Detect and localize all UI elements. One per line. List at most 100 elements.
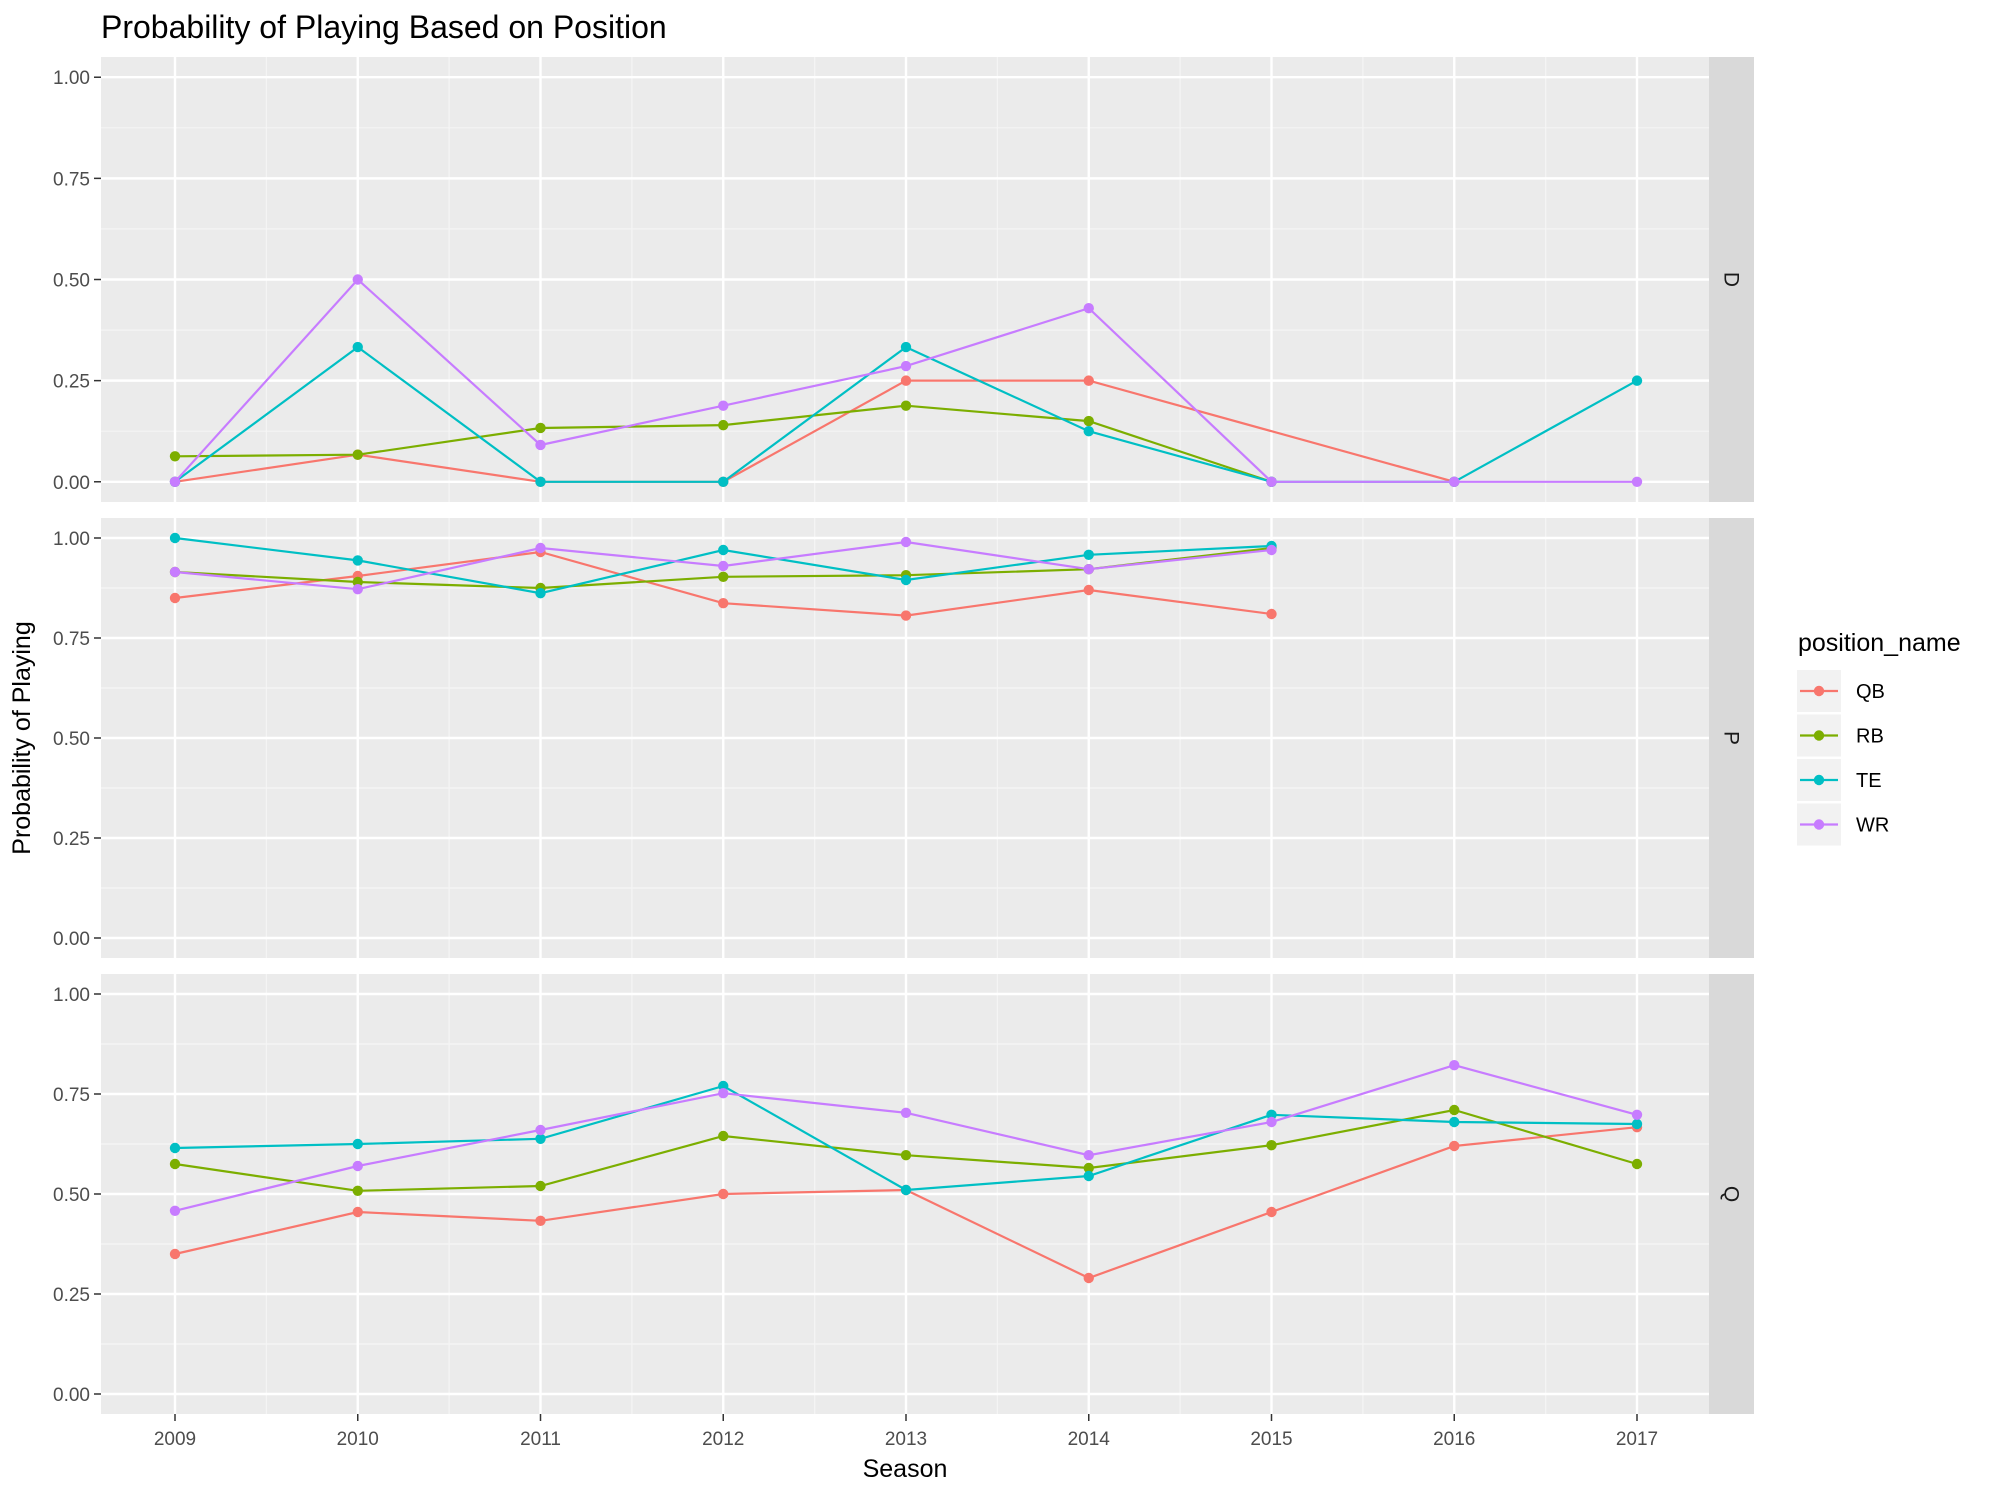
data-point-QB	[1266, 1206, 1277, 1218]
data-point-QB	[900, 610, 912, 621]
data-point-RB	[718, 1130, 729, 1142]
y-tick-label: 0.50	[53, 271, 90, 292]
y-tick-label: 0.25	[53, 1285, 90, 1306]
data-point-QB	[169, 1248, 181, 1260]
legend-label-RB: RB	[1856, 726, 1884, 748]
y-tick-label: 0.75	[53, 169, 90, 190]
data-point-QB	[352, 1206, 363, 1218]
data-point-WR	[1083, 1150, 1094, 1161]
facet-strip-label: D	[1720, 272, 1743, 287]
legend-label-WR: WR	[1856, 815, 1889, 837]
data-point-RB	[1631, 1158, 1643, 1170]
x-tick-label: 2010	[337, 1429, 379, 1450]
data-point-TE	[1266, 1109, 1277, 1121]
chart-title: Probability of Playing Based on Position	[101, 9, 667, 45]
data-point-QB	[169, 592, 181, 604]
data-point-TE	[535, 588, 546, 599]
data-point-TE	[535, 476, 546, 487]
y-tick-label: 1.00	[53, 529, 90, 550]
data-point-WR	[535, 439, 546, 451]
facet-strip-label: P	[1720, 731, 1743, 745]
data-point-RB	[352, 1185, 363, 1197]
data-point-RB	[169, 451, 181, 462]
y-tick-label: 0.25	[53, 829, 90, 850]
legend: position_name QB RB TE WR	[1797, 629, 1961, 846]
data-point-WR	[900, 360, 912, 372]
data-point-WR	[900, 1107, 912, 1119]
legend-title: position_name	[1798, 629, 1961, 657]
data-point-RB	[718, 571, 729, 582]
data-point-RB	[718, 419, 729, 431]
y-tick-label: 0.50	[53, 1185, 90, 1206]
data-point-WR	[718, 1088, 729, 1099]
data-point-WR	[1631, 476, 1643, 487]
data-point-WR	[352, 1160, 363, 1172]
x-axis-title: Season	[863, 1455, 948, 1483]
data-point-RB	[1083, 1162, 1094, 1174]
data-point-TE	[900, 1184, 912, 1196]
data-point-WR	[1631, 1109, 1643, 1121]
facet-panel-D: 0.00 0.25 0.50 0.75 1.00 D	[53, 57, 1754, 502]
data-point-TE	[352, 1138, 363, 1150]
data-point-WR	[352, 584, 363, 595]
y-axis-title: Probability of Playing	[8, 621, 36, 854]
data-point-RB	[352, 449, 363, 460]
x-tick-label: 2009	[154, 1429, 196, 1450]
y-tick-label: 0.25	[53, 372, 90, 393]
data-point-RB	[1266, 1140, 1277, 1151]
data-point-TE	[169, 1142, 181, 1154]
y-tick-label: 0.00	[53, 929, 90, 950]
x-axis-ticks: 2009 2010 2011 2012 2013 2014 2015 2016 2017	[154, 1414, 1658, 1450]
y-tick-label: 0.75	[53, 629, 90, 650]
data-point-TE	[1083, 426, 1094, 437]
y-tick-label: 1.00	[53, 985, 90, 1006]
x-tick-label: 2017	[1616, 1429, 1658, 1450]
data-point-QB	[718, 1188, 729, 1200]
data-point-RB	[535, 1180, 546, 1192]
data-point-WR	[718, 400, 729, 411]
data-point-WR	[1083, 303, 1094, 314]
data-point-TE	[1631, 1118, 1643, 1130]
x-tick-label: 2011	[520, 1429, 561, 1450]
data-point-WR	[535, 542, 546, 554]
data-point-WR	[1449, 476, 1460, 487]
data-point-TE	[1449, 1116, 1460, 1128]
data-point-QB	[1266, 608, 1277, 620]
data-point-QB	[1083, 584, 1094, 596]
data-point-TE	[352, 555, 363, 566]
data-point-QB	[1449, 1140, 1460, 1152]
x-tick-label: 2015	[1250, 1429, 1292, 1450]
facet-strip	[1709, 518, 1754, 958]
x-tick-label: 2013	[885, 1429, 927, 1450]
facet-panels: 0.00 0.25 0.50 0.75 1.00 D 0.00 0.25 0.50 0.75 1.0…	[53, 57, 1754, 1414]
data-point-RB	[1449, 1104, 1460, 1116]
data-point-TE	[169, 532, 181, 544]
data-point-TE	[1083, 1170, 1094, 1182]
data-point-TE	[718, 1080, 729, 1092]
data-point-TE	[718, 544, 729, 556]
data-point-QB	[1083, 375, 1094, 386]
legend-label-QB: QB	[1856, 681, 1885, 703]
data-point-WR	[169, 566, 181, 578]
x-tick-label: 2012	[702, 1429, 744, 1450]
data-point-RB	[900, 400, 912, 411]
data-point-WR	[1266, 544, 1277, 556]
y-tick-label: 0.00	[53, 473, 90, 494]
data-point-WR	[1266, 476, 1277, 487]
data-point-WR	[1083, 564, 1094, 575]
data-point-QB	[900, 375, 912, 386]
facet-panel-Q: 0.00 0.25 0.50 0.75 1.00 Q	[53, 974, 1754, 1414]
data-point-TE	[718, 476, 729, 487]
data-point-QB	[718, 598, 729, 609]
legend-label-TE: TE	[1856, 770, 1882, 792]
data-point-WR	[1266, 1116, 1277, 1128]
legend-key-point-WR	[1813, 819, 1825, 830]
data-point-RB	[900, 1150, 912, 1161]
x-tick-label: 2014	[1068, 1429, 1111, 1450]
data-point-WR	[169, 476, 181, 487]
data-point-TE	[1631, 375, 1643, 386]
data-point-WR	[169, 1205, 181, 1217]
y-tick-label: 0.00	[53, 1385, 90, 1406]
data-point-WR	[900, 536, 912, 548]
